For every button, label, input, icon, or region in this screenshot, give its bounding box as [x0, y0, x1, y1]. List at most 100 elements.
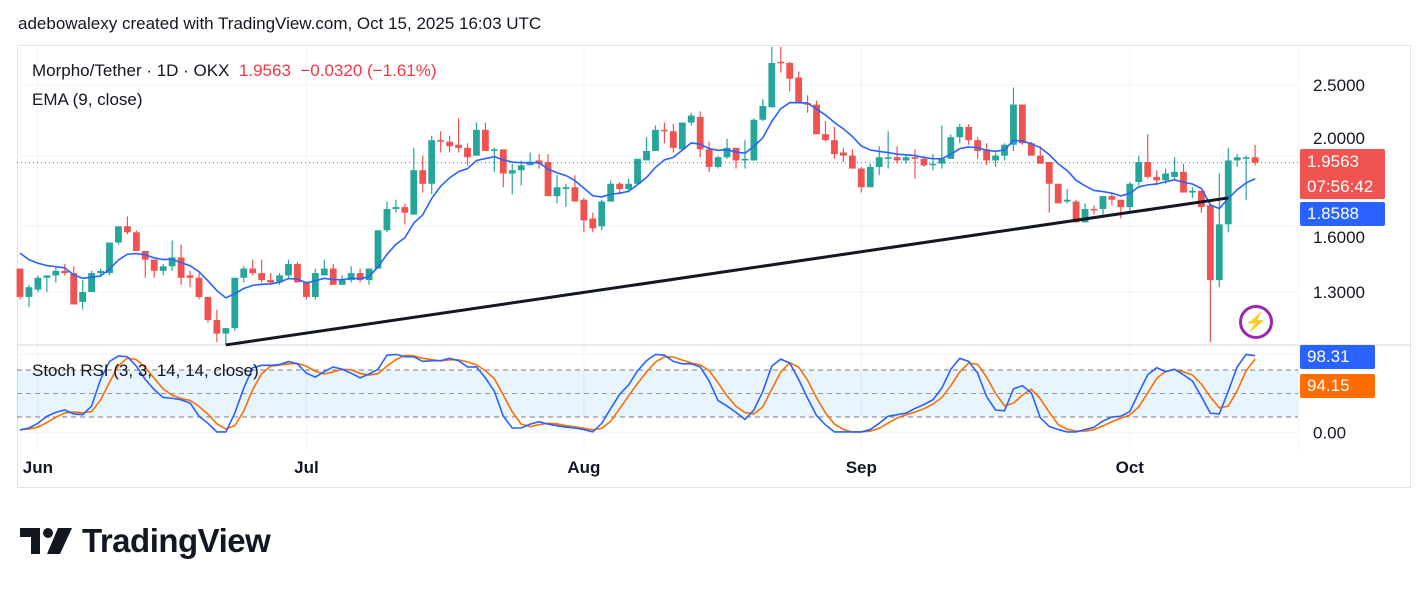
- candle: [786, 61, 794, 92]
- symbol-legend[interactable]: Morpho/Tether · 1D · OKX 1.9563 −0.0320 …: [32, 61, 436, 81]
- candle-body: [723, 147, 731, 158]
- price-axis-label: 1.3000: [1313, 283, 1365, 302]
- candle-body: [1072, 201, 1080, 223]
- stoch-d-badge: 94.15: [1300, 374, 1375, 398]
- candle-body: [661, 129, 668, 132]
- candle-body: [750, 119, 758, 161]
- candle-body: [687, 115, 695, 123]
- candle: [938, 125, 946, 169]
- candle-body: [499, 149, 507, 174]
- candle-body: [983, 149, 990, 161]
- candle-body: [1153, 176, 1161, 181]
- candle-body: [437, 140, 445, 142]
- price-axis-label: 2.5000: [1313, 76, 1365, 95]
- candle: [822, 121, 829, 142]
- candle: [16, 268, 24, 300]
- candle: [956, 124, 964, 144]
- candle: [356, 268, 364, 283]
- candle: [580, 197, 588, 233]
- candle-body: [634, 158, 641, 184]
- candle-body: [920, 158, 928, 166]
- candle: [482, 122, 489, 151]
- candle-body: [1162, 173, 1169, 181]
- ema-legend[interactable]: EMA (9, close): [32, 90, 143, 109]
- candle: [965, 124, 973, 145]
- candle: [1108, 192, 1116, 206]
- tradingview-logo-icon: [20, 528, 72, 554]
- candle: [43, 275, 51, 293]
- ema-line: [19, 101, 1256, 299]
- candle-body: [840, 152, 847, 156]
- candle: [490, 147, 498, 172]
- candle: [508, 163, 516, 195]
- candle-body: [598, 201, 606, 227]
- candle-body: [88, 273, 95, 293]
- candle: [249, 259, 257, 276]
- candle-body: [1144, 162, 1152, 177]
- candle: [401, 203, 409, 225]
- candle: [1090, 205, 1098, 215]
- candle: [52, 266, 60, 283]
- last-price-badge: 1.9563 07:56:42: [1300, 149, 1385, 199]
- candle-body: [616, 183, 624, 190]
- symbol-name: Morpho/Tether · 1D · OKX: [32, 61, 230, 80]
- candle-body: [938, 158, 946, 164]
- support-trendline: [225, 196, 1229, 347]
- candle: [1215, 173, 1223, 288]
- candle: [607, 180, 615, 202]
- candle: [1054, 183, 1062, 204]
- candle-body: [893, 157, 901, 161]
- candle: [571, 175, 579, 202]
- candle-body: [1233, 157, 1241, 161]
- candle: [857, 166, 865, 193]
- candle: [669, 124, 677, 153]
- candle-body: [52, 270, 60, 276]
- candle: [1206, 205, 1214, 343]
- candle-body: [571, 187, 579, 202]
- candle: [25, 284, 33, 307]
- candle-body: [1063, 199, 1071, 202]
- candle: [231, 277, 239, 331]
- candle-body: [1135, 162, 1143, 183]
- candle-body: [777, 61, 785, 64]
- lightning-icon[interactable]: ⚡: [1239, 305, 1273, 339]
- candle: [723, 138, 731, 159]
- candle-body: [222, 328, 230, 334]
- candle-body: [419, 170, 427, 184]
- candle-body: [294, 264, 301, 283]
- candle: [303, 282, 310, 300]
- candle: [455, 118, 462, 153]
- candle: [705, 141, 713, 172]
- candle-body: [455, 144, 462, 148]
- candle-body: [508, 170, 516, 174]
- candle: [473, 122, 480, 156]
- ema-badge: 1.8588: [1300, 202, 1385, 226]
- candle-body: [70, 273, 78, 305]
- candle-body: [669, 131, 677, 148]
- tradingview-logo[interactable]: TradingView: [20, 522, 271, 560]
- time-axis-label: Sep: [846, 458, 877, 477]
- stoch-legend[interactable]: Stoch RSI (3, 3, 14, 14, close): [32, 361, 259, 380]
- candle: [535, 154, 543, 169]
- candle-body: [822, 134, 829, 141]
- candle: [696, 111, 704, 158]
- candle-body: [866, 166, 874, 188]
- candle-body: [320, 268, 328, 276]
- candle: [88, 270, 95, 293]
- candle: [374, 230, 382, 269]
- price-axis-label: 1.6000: [1313, 228, 1365, 247]
- candle-body: [365, 268, 373, 281]
- candle: [446, 135, 453, 153]
- candle-body: [1010, 104, 1017, 145]
- candle: [464, 143, 471, 166]
- candle-body: [526, 162, 534, 166]
- candle-body: [231, 277, 239, 329]
- candle: [831, 126, 838, 159]
- candle-body: [428, 140, 436, 184]
- stoch-k-badge: 98.31: [1300, 345, 1375, 369]
- candle-body: [401, 207, 409, 213]
- candle: [544, 154, 552, 197]
- candle: [1144, 134, 1152, 179]
- time-axis-label: Jun: [23, 458, 53, 477]
